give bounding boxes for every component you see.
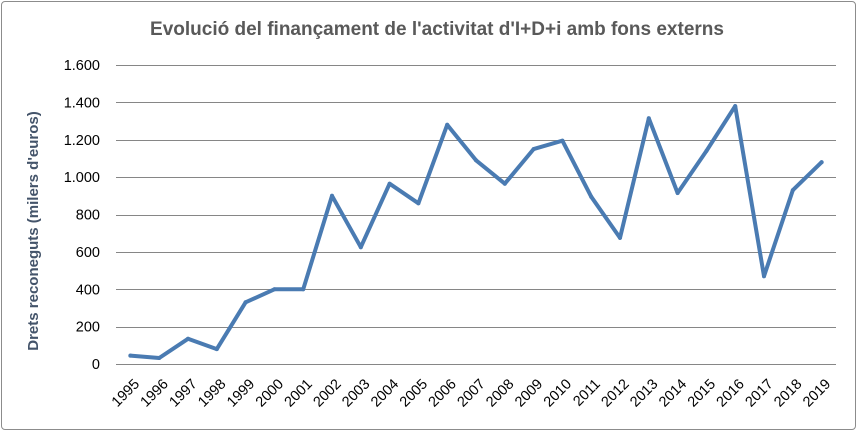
- x-tick-label: 2019: [800, 376, 834, 410]
- data-point: [560, 138, 565, 143]
- data-point: [618, 235, 622, 240]
- data-point: [272, 287, 277, 292]
- x-tick-label: 2018: [771, 376, 805, 410]
- data-point: [704, 149, 709, 153]
- y-axis-label: Drets reconeguts (milers d'euros): [25, 111, 42, 350]
- y-tick-label: 1.000: [64, 170, 100, 186]
- chart-title: Evolució del finançament de l'activitat …: [150, 19, 724, 40]
- data-point: [733, 104, 738, 109]
- y-tick-label: 400: [76, 282, 100, 298]
- x-tick-label: 2005: [397, 376, 431, 410]
- x-tick-label: 1997: [166, 376, 200, 410]
- x-tick-label: 2003: [339, 376, 373, 410]
- x-tick-label: 2006: [426, 376, 460, 410]
- y-tick-label: 200: [76, 320, 100, 336]
- data-point: [243, 300, 248, 305]
- data-point: [675, 191, 680, 195]
- y-tick-label: 1.400: [64, 95, 100, 111]
- x-tick-label: 2016: [714, 376, 748, 410]
- x-tick-label: 1998: [195, 376, 229, 410]
- data-point: [790, 188, 795, 193]
- y-tick-label: 800: [76, 208, 100, 224]
- x-tick-label: 2012: [598, 376, 632, 410]
- x-tick-label: 2004: [368, 376, 402, 410]
- data-point: [445, 122, 450, 127]
- data-point: [531, 147, 536, 152]
- y-tick-labels: 0 200 400 600 800 1.000 1.200 1.400 1.600: [64, 58, 100, 373]
- y-tick-label: 600: [76, 245, 100, 261]
- x-tick-label: 2011: [570, 376, 603, 409]
- x-tick-label: 2008: [483, 376, 517, 410]
- data-point: [186, 336, 190, 341]
- data-point: [646, 116, 651, 121]
- y-tick-label: 0: [92, 357, 100, 373]
- x-tick-label: 1995: [109, 376, 143, 410]
- series-line: [128, 104, 824, 360]
- data-point: [762, 274, 766, 279]
- gridlines: [116, 65, 836, 365]
- data-point: [358, 245, 363, 250]
- data-point: [416, 201, 421, 206]
- x-tick-label: 2017: [742, 376, 776, 410]
- x-tick-label: 2015: [685, 376, 719, 410]
- x-tick-label: 1999: [224, 376, 258, 410]
- data-point: [214, 347, 219, 352]
- data-point: [502, 181, 507, 186]
- data-point: [387, 181, 392, 186]
- x-tick-label: 2014: [656, 376, 690, 410]
- y-tick-label: 1.200: [64, 133, 100, 149]
- series-group: [128, 104, 824, 360]
- x-tick-label: 2002: [310, 376, 344, 410]
- data-point: [330, 193, 334, 198]
- x-tick-label: 2013: [627, 376, 661, 410]
- y-tick-label: 1.600: [64, 58, 100, 74]
- data-point: [157, 356, 162, 360]
- data-point: [474, 158, 478, 163]
- x-tick-label: 2001: [282, 376, 316, 410]
- data-point: [589, 194, 594, 199]
- x-tick-label: 1996: [138, 376, 172, 410]
- x-tick-label: 2009: [512, 376, 546, 410]
- x-tick-label: 2007: [454, 376, 488, 410]
- x-tick-labels: 1995199619971998199920002001200220032004…: [109, 376, 834, 410]
- data-point: [819, 160, 824, 165]
- x-tick-label: 2010: [541, 376, 575, 410]
- data-point: [301, 287, 306, 292]
- x-tick-label: 2000: [253, 376, 287, 410]
- data-point: [128, 353, 133, 358]
